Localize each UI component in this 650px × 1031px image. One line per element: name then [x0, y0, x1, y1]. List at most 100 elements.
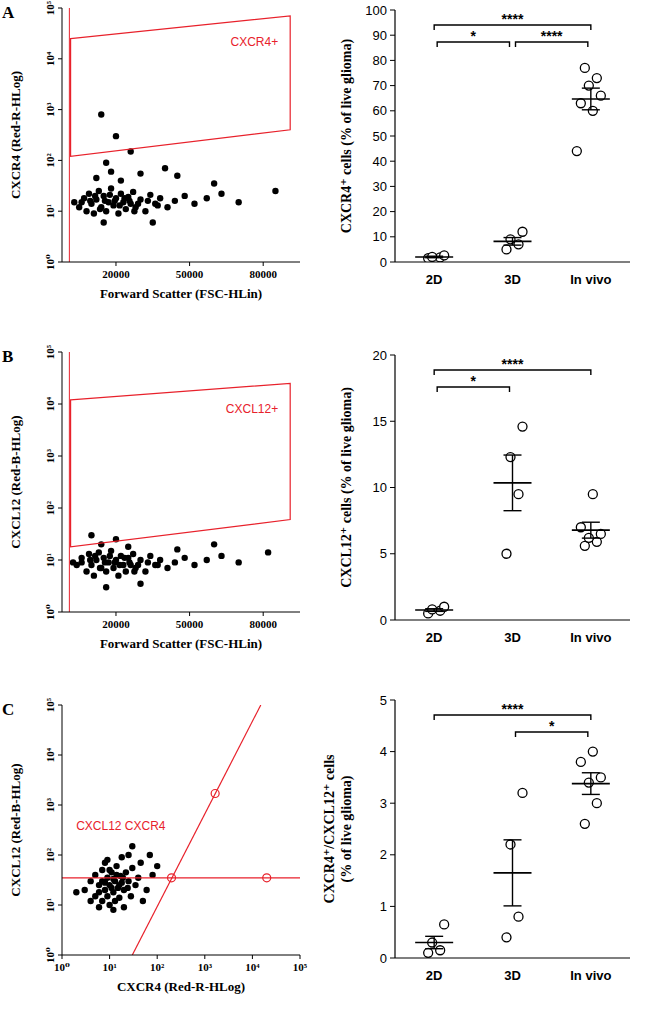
y-tick-label: 10⁴ [44, 51, 56, 66]
x-axis [395, 261, 630, 262]
event-dot [162, 165, 168, 171]
event-dot [97, 206, 103, 212]
event-dot [128, 893, 134, 899]
y-axis-title: CXCR4⁺/CXCL12⁺ cells [322, 754, 337, 903]
y-tick [390, 60, 395, 61]
event-dot [131, 208, 137, 214]
data-point [514, 490, 523, 499]
y-tick [58, 612, 62, 613]
y-tick-label: 0 [380, 951, 387, 966]
significance-label: * [471, 373, 477, 389]
y-tick [390, 161, 395, 162]
data-point [580, 63, 589, 72]
event-dot [129, 865, 135, 871]
data-point [436, 946, 445, 955]
event-dot [145, 559, 151, 565]
flow-panel: CXCL12+10⁰10¹10²10³10⁴10⁵200005000080000… [2, 344, 300, 651]
gate-handle [211, 789, 219, 797]
event-dot [123, 206, 129, 212]
event-dot [70, 559, 76, 565]
x-axis [395, 957, 630, 958]
significance-label: * [471, 28, 477, 44]
event-dot [272, 188, 278, 194]
event-dot [104, 893, 110, 899]
x-axis [62, 955, 300, 956]
y-tick [58, 755, 62, 756]
event-dot [174, 172, 180, 178]
y-tick-label: 20 [373, 348, 387, 363]
y-tick [58, 805, 62, 806]
y-tick [58, 8, 62, 9]
event-dot [92, 553, 98, 559]
event-dot [110, 565, 116, 571]
event-dot [108, 885, 114, 891]
event-dot [147, 852, 153, 858]
data-point [576, 757, 585, 766]
panel-letter: C [2, 700, 14, 719]
y-tick [390, 355, 395, 356]
category-label: 2D [426, 630, 443, 645]
event-dot [125, 878, 131, 884]
event-dot [83, 208, 89, 214]
sem-cap [582, 522, 600, 523]
event-dot [102, 559, 108, 565]
event-dot [135, 562, 141, 568]
threshold-line [69, 352, 70, 612]
y-tick-label: 60 [373, 103, 387, 118]
sem-bar [425, 256, 443, 258]
event-dot [115, 210, 121, 216]
event-dot [96, 889, 102, 895]
y-tick-label: 10⁴ [44, 396, 56, 411]
sem-bar [504, 455, 522, 511]
event-dot [174, 546, 180, 552]
event-dot [113, 133, 119, 139]
y-axis [394, 700, 395, 958]
gate-handle [263, 874, 271, 882]
event-dot [92, 193, 98, 199]
y-tick [390, 236, 395, 237]
sem-cap [425, 948, 443, 949]
data-point [572, 147, 581, 156]
y-axis [62, 705, 63, 955]
y-tick-label: 10⁰ [44, 604, 56, 620]
event-dot [154, 562, 160, 568]
y-tick-label: 4 [380, 744, 387, 759]
event-dot [116, 562, 122, 568]
category-label: In vivo [570, 968, 611, 983]
plot-area [62, 705, 300, 955]
sem-cap [582, 772, 600, 773]
x-axis-title: Forward Scatter (FSC-HLin) [100, 286, 262, 301]
y-tick-label: 10 [373, 229, 387, 244]
event-dot [87, 198, 93, 204]
category-label: In vivo [570, 630, 611, 645]
event-dot [71, 199, 77, 205]
sem-bar [582, 522, 600, 538]
event-dot [93, 175, 99, 181]
plot-area [69, 352, 290, 612]
x-tick-label: 10¹ [102, 961, 116, 973]
y-tick-label: 10² [44, 847, 56, 862]
event-dot [88, 532, 94, 538]
sem-cap [582, 794, 600, 795]
event-dot [126, 559, 132, 565]
x-tick [157, 955, 158, 959]
event-dot [154, 863, 160, 869]
event-dot [91, 572, 97, 578]
event-dot [73, 889, 79, 895]
x-tick-label: 20000 [102, 618, 130, 630]
data-point [506, 453, 515, 462]
y-tick-label: 10⁴ [44, 747, 56, 762]
event-dot [112, 198, 118, 204]
sem-cap [504, 244, 522, 245]
y-tick-label: 40 [373, 154, 387, 169]
plot-area [415, 747, 610, 957]
event-dot [126, 198, 132, 204]
data-point [502, 549, 511, 558]
event-dot [92, 872, 98, 878]
event-dot [98, 111, 104, 117]
y-tick [58, 211, 62, 212]
event-dot [124, 885, 130, 891]
event-dot [172, 198, 178, 204]
event-dot [123, 869, 129, 875]
data-point [502, 933, 511, 942]
